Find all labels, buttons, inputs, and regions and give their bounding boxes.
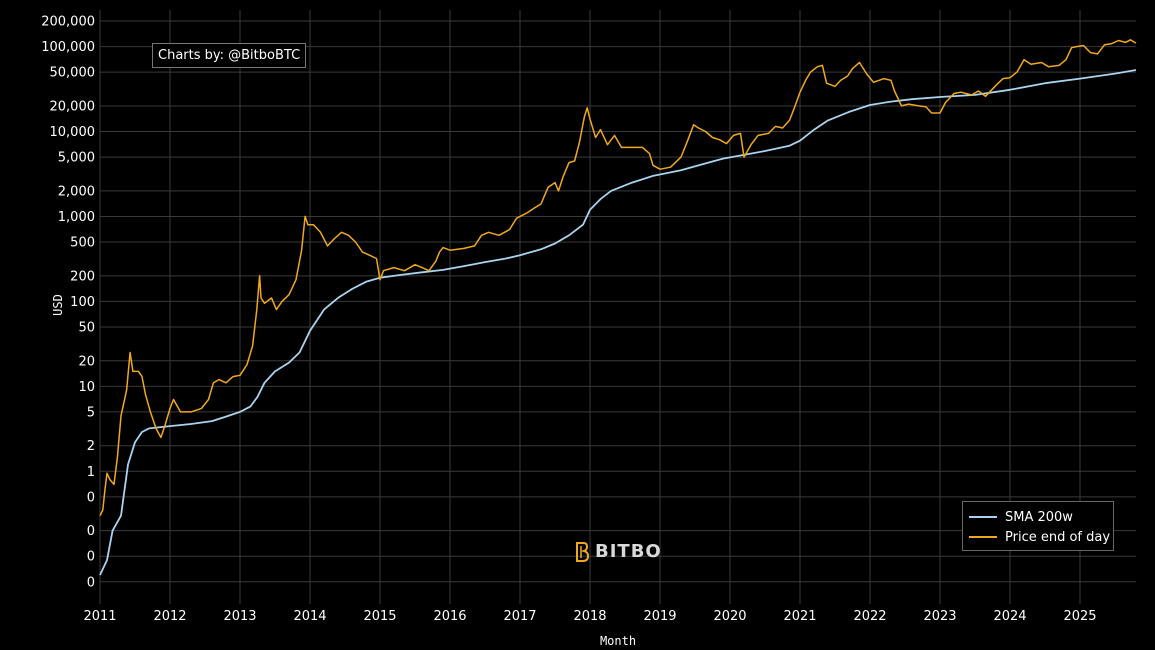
y-tick-label: 1,000 [58,210,95,225]
y-tick-label: 2 [87,439,95,454]
x-tick-label: 2021 [783,609,816,624]
y-tick-label: 2,000 [58,184,95,199]
legend-label-price: Price end of day [1005,529,1111,545]
x-tick-label: 2019 [643,609,676,624]
price-line [99,39,1137,517]
x-tick-label: 2015 [363,609,396,624]
x-tick-label: 2025 [1063,609,1096,624]
x-tick-label: 2013 [223,609,256,624]
x-tick-label: 2024 [993,609,1026,624]
y-tick-label: 200,000 [41,15,95,30]
y-tick-label: 10 [78,380,95,395]
legend-item-price[interactable]: Price end of day [969,527,1110,547]
bitbo-logo-icon [576,541,589,562]
y-tick-label: 100 [70,295,95,310]
legend-label-sma: SMA 200w [1005,509,1073,525]
legend: SMA 200w Price end of day [962,501,1114,551]
y-axis-title: USD [51,294,65,316]
y-tick-label: 50,000 [50,66,96,81]
x-tick-label: 2014 [293,609,326,624]
legend-swatch-sma [969,516,997,518]
series-lines [99,39,1137,576]
x-tick-label: 2017 [503,609,536,624]
y-tick-label: 100,000 [41,40,95,55]
bitbo-watermark: BITBO [575,541,662,562]
y-tick-label: 20,000 [50,99,96,114]
y-tick-label: 500 [70,236,95,251]
x-tick-label: 2016 [433,609,466,624]
y-tick-label: 0 [87,524,95,539]
chart-credit-label: Charts by: @BitboBTC [152,43,307,68]
sma-200w-line [99,69,1137,576]
y-tick-label: 0 [87,550,95,565]
x-tick-label: 2023 [923,609,956,624]
y-tick-label: 0 [87,575,95,590]
y-tick-label: 200 [70,269,95,284]
y-tick-label: 10,000 [50,125,96,140]
x-tick-label: 2011 [83,609,116,624]
x-tick-label: 2022 [853,609,886,624]
legend-item-sma[interactable]: SMA 200w [969,507,1073,527]
y-tick-label: 50 [78,320,95,335]
legend-swatch-price [969,536,997,538]
y-tick-label: 1 [87,465,95,480]
watermark-text: BITBO [595,541,662,562]
x-tick-label: 2012 [153,609,186,624]
x-axis-title: Month [600,634,636,648]
y-tick-label: 5,000 [58,151,95,166]
y-tick-label: 5 [87,405,95,420]
x-tick-label: 2020 [713,609,746,624]
x-tick-label: 2018 [573,609,606,624]
y-axis-ticks: 200,000 100,000 50,000 20,000 10,000 5,000 2,0… [41,15,95,591]
y-tick-label: 0 [87,490,95,505]
y-tick-label: 20 [78,354,95,369]
x-axis-ticks: 2011 2012 2013 2014 2015 2016 2017 2018 2019 2020… [83,609,1096,624]
